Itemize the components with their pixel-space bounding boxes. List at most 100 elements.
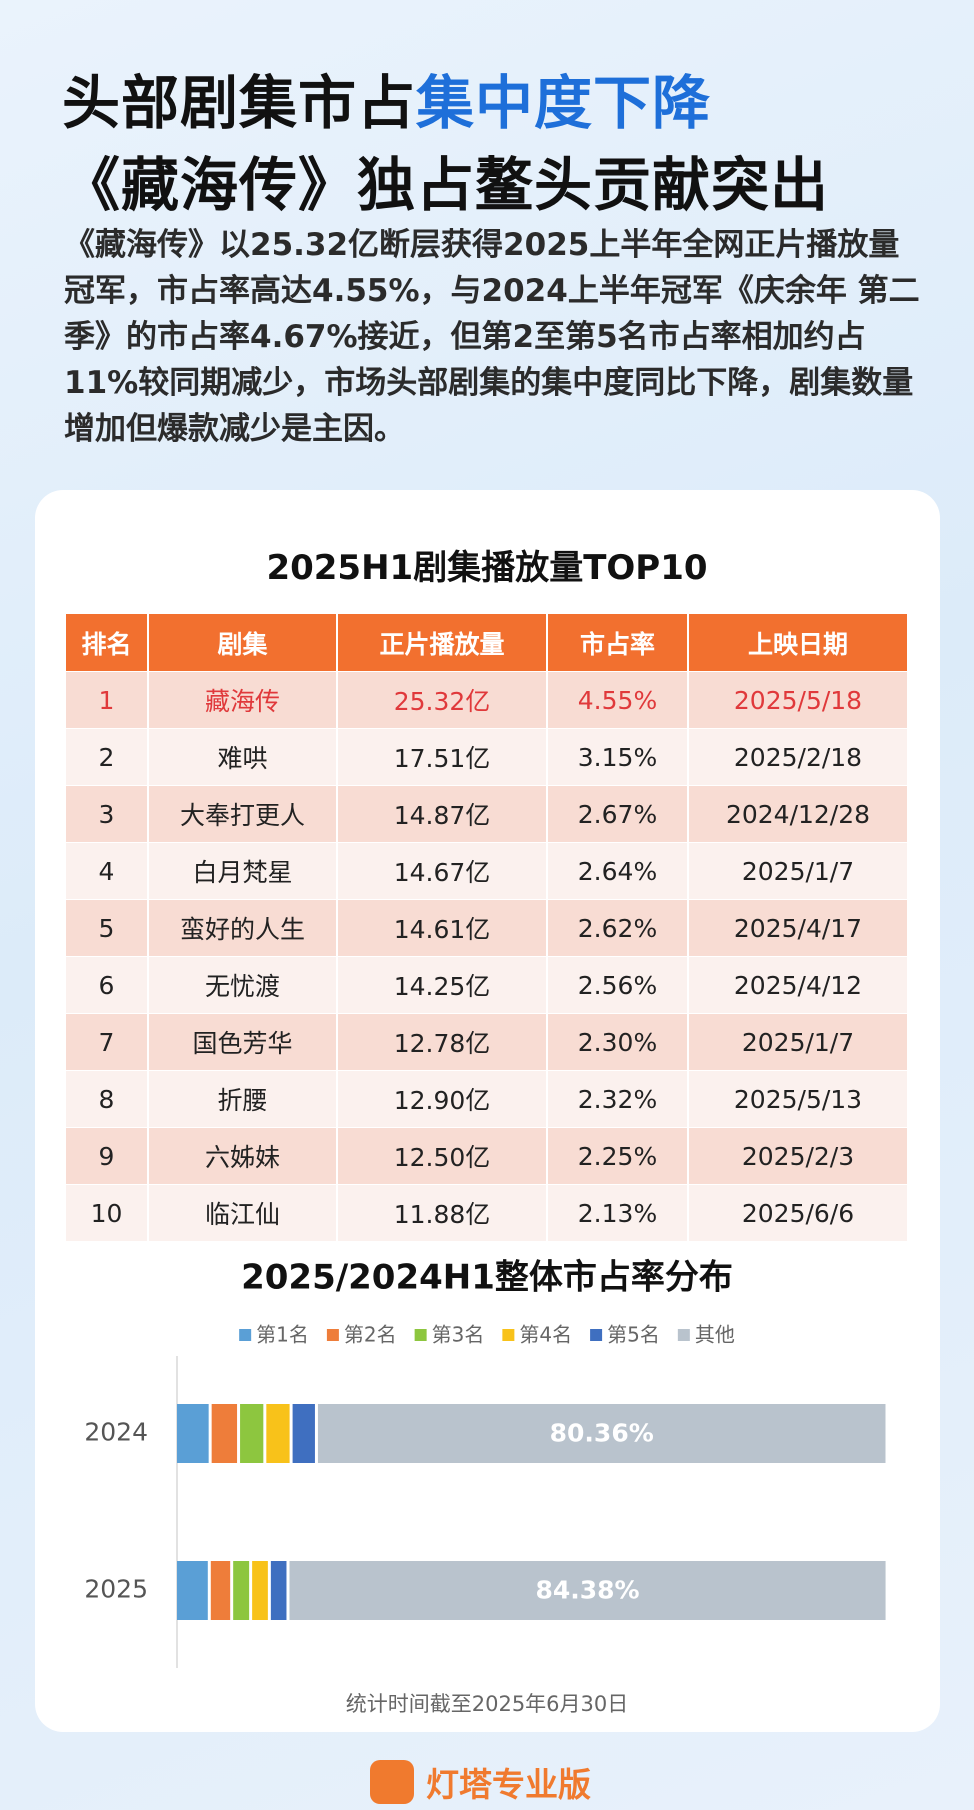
table-row: 5 蛮好的人生 14.61亿 2.62% 2025/4/17 [66, 899, 909, 957]
table-cell: 14.87亿 [337, 785, 548, 843]
table-cell: 难哄 [148, 728, 338, 786]
table-cell: 藏海传 [148, 671, 338, 729]
bar-segment [211, 1404, 238, 1463]
table-cell: 国色芳华 [148, 1013, 338, 1071]
bar-segment [177, 1561, 208, 1620]
table-cell: 7 [66, 1013, 149, 1071]
footnote: 统计时间截至2025年6月30日 [345, 1692, 629, 1716]
table-cell: 12.50亿 [337, 1127, 548, 1185]
bar-segment [177, 1404, 209, 1463]
table-cell: 蛮好的人生 [148, 899, 338, 957]
table-cell: 折腰 [148, 1070, 338, 1128]
table-row: 6 无忧渡 14.25亿 2.56% 2025/4/12 [66, 956, 909, 1014]
header-cell: 市占率 [547, 614, 689, 672]
y-tick-label: 2024 [84, 1418, 148, 1447]
table-cell: 临江仙 [148, 1184, 338, 1241]
title-text: 头部剧集市占 [62, 69, 417, 137]
legend-label: 其他 [695, 1323, 735, 1347]
bar-segment [240, 1404, 264, 1463]
legend-swatch [414, 1329, 427, 1341]
title-highlight: 集中度下降 [416, 69, 712, 137]
legend-swatch [502, 1329, 515, 1341]
bar-segment [252, 1561, 268, 1620]
brand-icon [370, 1760, 414, 1804]
chart: 2025/2024H1整体市占率分布 第1名 第2名 第3名 第4名 第5名 其他 2024… [84, 1258, 886, 1668]
table-cell: 2.64% [547, 842, 689, 900]
table-cell: 2.67% [547, 785, 689, 843]
legend-label: 第2名 [344, 1323, 397, 1347]
table-cell: 2.25% [547, 1127, 689, 1185]
bar-segment [233, 1561, 250, 1620]
table-cell: 2025/6/6 [688, 1184, 909, 1241]
y-tick-label: 2025 [84, 1575, 148, 1604]
table-row: 3 大奉打更人 14.87亿 2.67% 2024/12/28 [66, 785, 909, 843]
table-cell: 25.32亿 [337, 671, 548, 729]
table-cell: 1 [66, 671, 149, 729]
table-cell: 14.61亿 [337, 899, 548, 957]
value-label: 84.38% [535, 1576, 639, 1605]
table-cell: 2024/12/28 [688, 785, 909, 843]
table-cell: 无忧渡 [148, 956, 338, 1014]
table-row: 2 难哄 17.51亿 3.15% 2025/2/18 [66, 728, 909, 786]
table-cell: 2 [66, 728, 149, 786]
legend-label: 第3名 [432, 1323, 485, 1347]
table-title: 2025H1剧集播放量TOP10 [266, 548, 708, 588]
table-cell: 3 [66, 785, 149, 843]
table-row: 9 六姊妹 12.50亿 2.25% 2025/2/3 [66, 1127, 909, 1185]
table-header: 排名 剧集 正片播放量 市占率 上映日期 [66, 614, 909, 672]
value-label: 80.36% [550, 1419, 654, 1448]
table-row: 10 临江仙 11.88亿 2.13% 2025/6/6 [66, 1184, 909, 1241]
legend: 第1名 第2名 第3名 第4名 第5名 其他 [239, 1323, 735, 1347]
table-cell: 10 [66, 1184, 149, 1241]
table-cell: 2025/1/7 [688, 842, 909, 900]
table-cell: 14.25亿 [337, 956, 548, 1014]
table-cell: 11.88亿 [337, 1184, 548, 1241]
table-cell: 2025/4/17 [688, 899, 909, 957]
ranking-table: 排名 剧集 正片播放量 市占率 上映日期 1 藏海传 25.32亿 4.55% 2025/5/1… [66, 614, 909, 1241]
bar-segment [292, 1404, 315, 1463]
table-cell: 14.67亿 [337, 842, 548, 900]
table-cell: 2025/5/18 [688, 671, 909, 729]
table-cell: 12.78亿 [337, 1013, 548, 1071]
table-cell: 6 [66, 956, 149, 1014]
table-body: 1 藏海传 25.32亿 4.55% 2025/5/18 2 难哄 17.51亿 3.15% 20… [66, 671, 909, 1241]
table-cell: 2025/4/12 [688, 956, 909, 1014]
table-cell: 9 [66, 1127, 149, 1185]
bar-segment [210, 1561, 231, 1620]
bar-segment [289, 1561, 886, 1620]
table-cell: 17.51亿 [337, 728, 548, 786]
table-cell: 2.32% [547, 1070, 689, 1128]
legend-swatch [677, 1329, 690, 1341]
legend-swatch [590, 1329, 603, 1341]
bar-segment [266, 1404, 290, 1463]
table-cell: 2025/2/3 [688, 1127, 909, 1185]
legend-label: 第4名 [519, 1323, 572, 1347]
table-cell: 4.55% [547, 671, 689, 729]
table-row: 4 白月梵星 14.67亿 2.64% 2025/1/7 [66, 842, 909, 900]
table-row: 1 藏海传 25.32亿 4.55% 2025/5/18 [66, 671, 909, 729]
header-cell: 上映日期 [688, 614, 909, 672]
table-cell: 2.30% [547, 1013, 689, 1071]
table-row: 8 折腰 12.90亿 2.32% 2025/5/13 [66, 1070, 909, 1128]
brand-logo: 灯塔专业版 [370, 1758, 591, 1806]
legend-swatch [326, 1329, 339, 1341]
table-cell: 12.90亿 [337, 1070, 548, 1128]
title-line: 《藏海传》独占鳌头贡献突出 [62, 151, 830, 219]
table-cell: 8 [66, 1070, 149, 1128]
table-cell: 3.15% [547, 728, 689, 786]
bar-segment [270, 1561, 287, 1620]
legend-label: 第5名 [607, 1323, 660, 1347]
chart-title: 2025/2024H1整体市占率分布 [241, 1258, 733, 1298]
table-cell: 六姊妹 [148, 1127, 338, 1185]
table-cell: 2.13% [547, 1184, 689, 1241]
title-line: 头部剧集市占集中度下降 [62, 56, 711, 140]
table-cell: 2025/5/13 [688, 1070, 909, 1128]
bar-segment [317, 1404, 886, 1463]
header-cell: 剧集 [148, 614, 338, 672]
table-cell: 2025/2/18 [688, 728, 909, 786]
intro-text: 《藏海传》以25.32亿断层获得2025上半年全网正片播放量冠军，市占率高达4.… [64, 227, 920, 447]
table-cell: 白月梵星 [148, 842, 338, 900]
legend-label: 第1名 [256, 1323, 309, 1347]
table-cell: 大奉打更人 [148, 785, 338, 843]
